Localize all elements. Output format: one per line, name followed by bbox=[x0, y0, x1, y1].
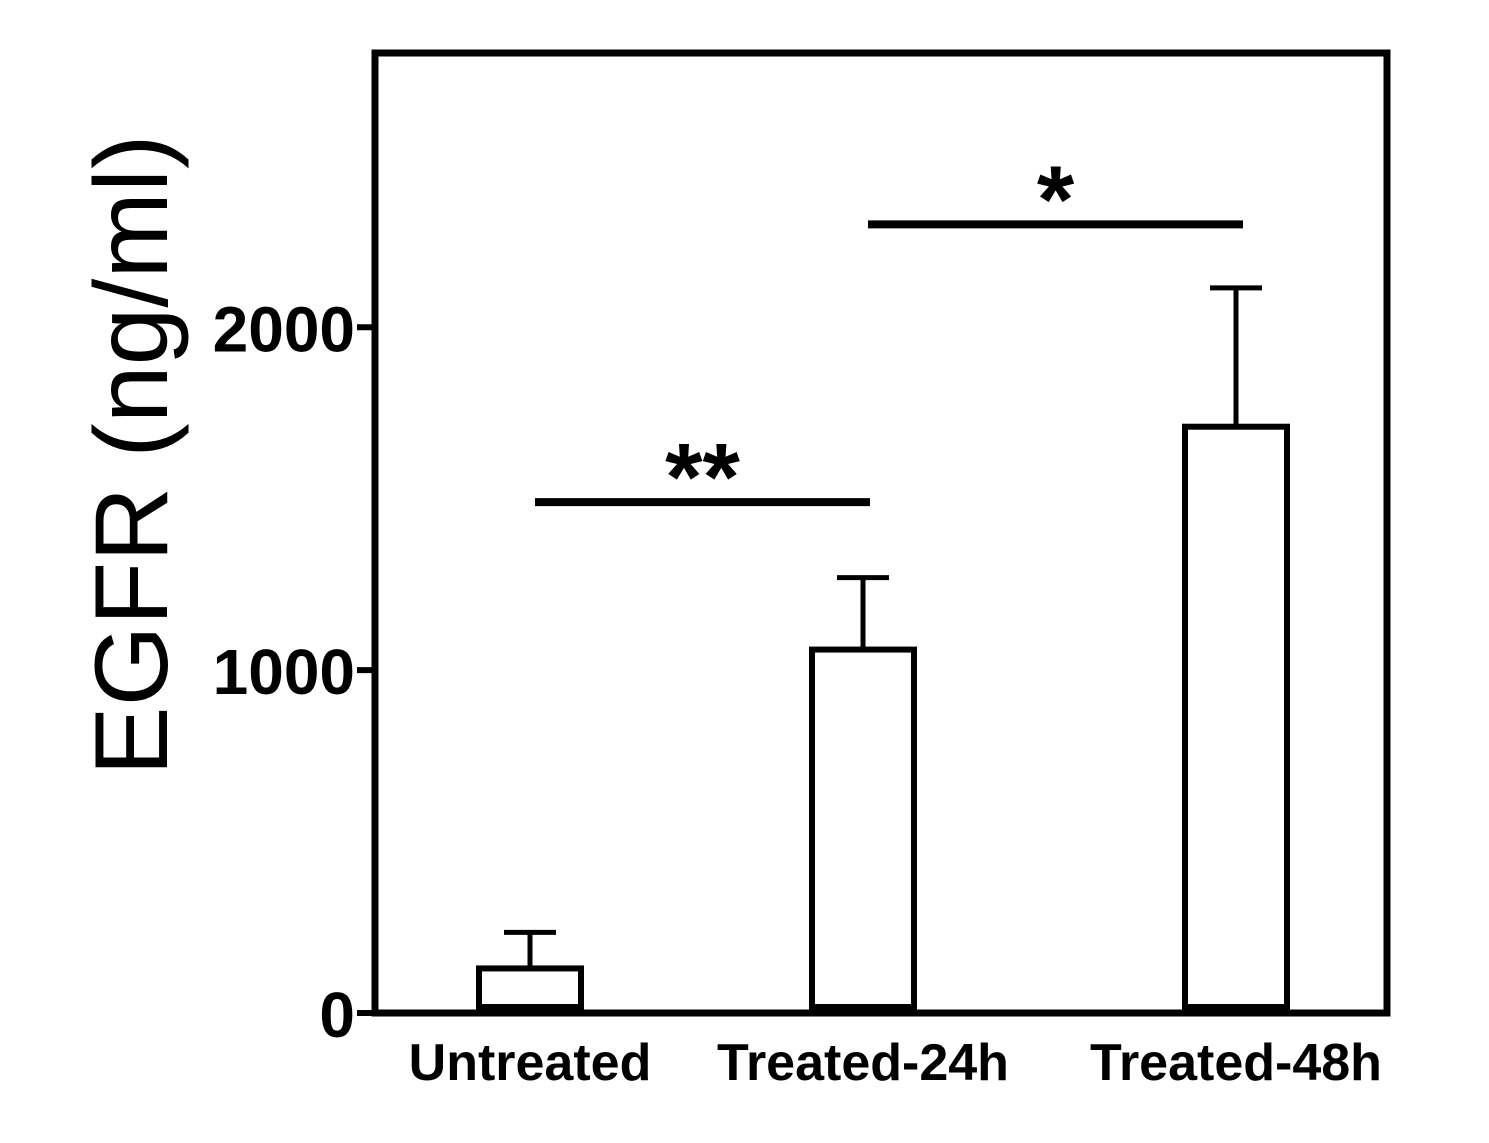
category-label: Untreated bbox=[409, 1034, 652, 1092]
bars-group bbox=[476, 285, 1290, 1011]
category-labels: Untreated Treated-24h Treated-48h bbox=[409, 1034, 1382, 1092]
bar bbox=[809, 646, 917, 1010]
bar bbox=[476, 965, 584, 1011]
y-tick-label: 2000 bbox=[213, 293, 355, 365]
significance-marker: * bbox=[1037, 146, 1075, 253]
significance-annotations: *** bbox=[535, 146, 1243, 531]
y-axis-ticks: 0 1000 2000 bbox=[213, 293, 375, 1051]
significance-marker: ** bbox=[665, 424, 740, 531]
y-tick-label: 0 bbox=[319, 979, 355, 1051]
category-label: Treated-48h bbox=[1090, 1034, 1382, 1092]
y-axis-label: EGFR (ng/ml) bbox=[74, 134, 190, 775]
category-label: Treated-24h bbox=[717, 1034, 1009, 1092]
y-tick-label: 1000 bbox=[213, 636, 355, 708]
bar bbox=[1182, 423, 1290, 1010]
plot-frame bbox=[371, 49, 1391, 1017]
